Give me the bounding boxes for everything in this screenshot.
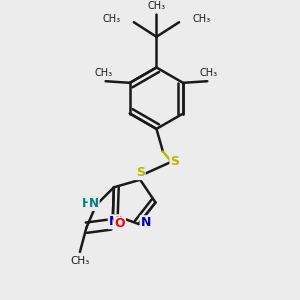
- Text: S: S: [136, 166, 145, 179]
- Text: CH₃: CH₃: [70, 256, 90, 266]
- Text: O: O: [114, 217, 125, 230]
- Text: N: N: [109, 215, 119, 228]
- Text: H: H: [82, 197, 92, 210]
- Text: N: N: [89, 197, 99, 210]
- Text: CH₃: CH₃: [192, 14, 210, 24]
- Text: CH₃: CH₃: [103, 14, 121, 24]
- Text: CH₃: CH₃: [147, 1, 166, 11]
- Text: CH₃: CH₃: [200, 68, 218, 78]
- Text: S: S: [170, 155, 179, 168]
- Text: N: N: [141, 216, 151, 229]
- Text: CH₃: CH₃: [95, 68, 113, 78]
